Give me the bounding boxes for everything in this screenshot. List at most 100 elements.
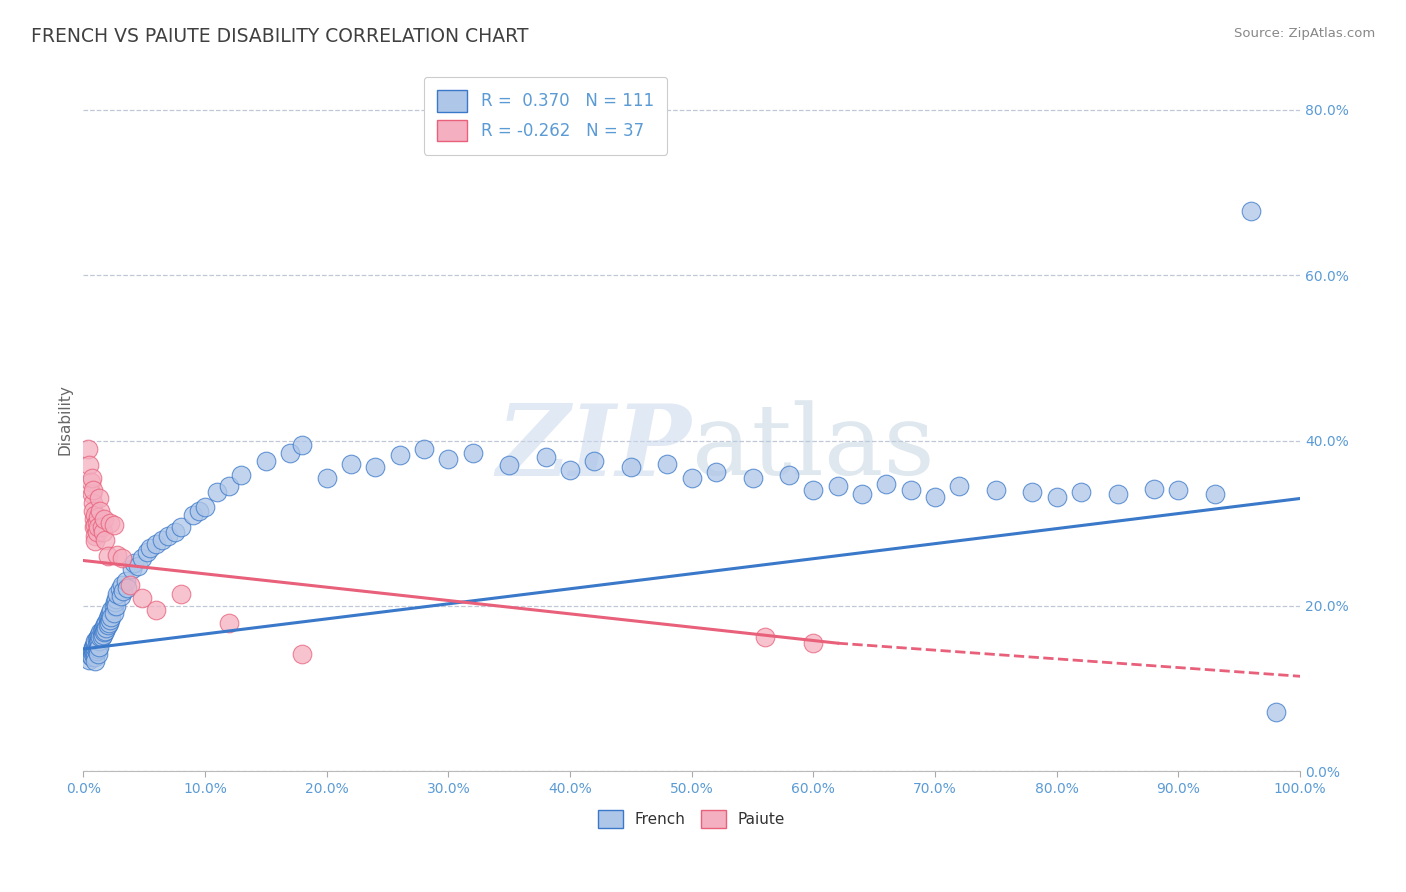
Point [100,609,122,624]
Point [984,483,1007,498]
Point [657,457,679,471]
Point [111,551,134,566]
Point [1021,484,1043,499]
Point [91,622,114,636]
Point [150,533,173,547]
Point [340,457,363,471]
Point [86,644,108,658]
Point [169,586,191,600]
Point [87,642,110,657]
Point [681,471,703,485]
Point [110,589,132,603]
Point [97,615,120,630]
Point [98,613,121,627]
Point [127,559,149,574]
Point [163,524,186,539]
Point [80,487,103,501]
Point [84,650,107,665]
Point [278,446,301,460]
Point [82,642,104,657]
Point [98,606,121,620]
Point [86,524,108,539]
Point [84,633,107,648]
Point [83,520,105,534]
Point [86,516,108,531]
Point [145,603,167,617]
Point [105,586,128,600]
Point [620,460,643,475]
Point [86,632,108,646]
Point [115,581,138,595]
Point [82,647,104,661]
Point [94,624,117,638]
Point [131,591,153,605]
Point [1143,482,1166,496]
Point [84,636,107,650]
Point [93,512,115,526]
Point [704,465,727,479]
Point [79,653,101,667]
Point [84,518,107,533]
Point [87,647,110,661]
Point [87,631,110,645]
Point [91,628,114,642]
Point [79,475,101,489]
Point [84,654,107,668]
Point [96,615,118,630]
Point [1046,490,1069,504]
Point [558,462,581,476]
Point [90,520,112,534]
Point [827,479,849,493]
Point [778,468,800,483]
Point [388,449,411,463]
Point [87,633,110,648]
Point [97,618,120,632]
Point [254,454,277,468]
Point [437,451,460,466]
Point [461,446,484,460]
Point [80,644,103,658]
Point [83,639,105,653]
Point [924,490,946,504]
Point [82,495,104,509]
Point [84,646,107,660]
Point [139,541,162,555]
Point [87,640,110,655]
Point [291,438,314,452]
Text: Source: ZipAtlas.com: Source: ZipAtlas.com [1234,27,1375,40]
Point [79,458,101,473]
Point [87,509,110,524]
Point [89,504,111,518]
Point [112,584,135,599]
Point [89,631,111,645]
Point [1264,705,1286,719]
Point [145,537,167,551]
Point [82,483,104,498]
Point [83,646,105,660]
Point [118,578,141,592]
Point [77,442,100,456]
Point [100,603,122,617]
Point [875,476,897,491]
Point [84,529,107,543]
Point [80,471,103,485]
Point [851,487,873,501]
Point [84,534,107,549]
Point [157,529,180,543]
Point [364,460,387,475]
Point [534,450,557,464]
Point [90,624,112,638]
Point [187,504,209,518]
Point [1204,487,1226,501]
Point [79,648,101,663]
Text: ZIP: ZIP [496,400,692,496]
Point [218,615,240,630]
Point [124,556,146,570]
Text: atlas: atlas [692,401,935,496]
Point [1240,203,1263,218]
Point [87,491,110,506]
Point [98,516,121,531]
Point [111,578,134,592]
Point [218,479,240,493]
Point [121,562,143,576]
